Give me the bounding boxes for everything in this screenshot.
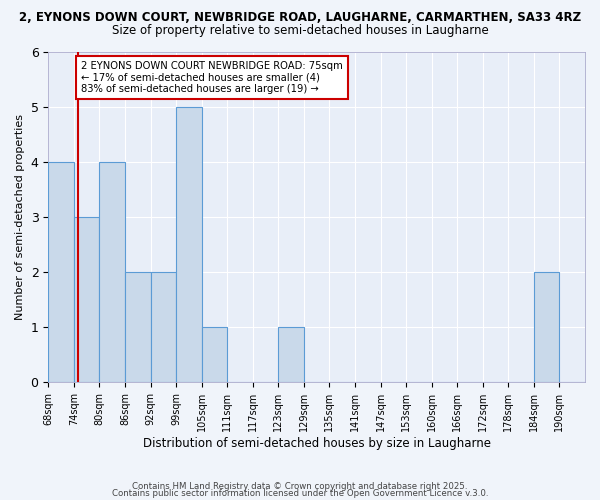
Bar	[202, 328, 227, 382]
Text: 2 EYNONS DOWN COURT NEWBRIDGE ROAD: 75sqm
← 17% of semi-detached houses are smal: 2 EYNONS DOWN COURT NEWBRIDGE ROAD: 75sq…	[81, 60, 343, 94]
Text: Size of property relative to semi-detached houses in Laugharne: Size of property relative to semi-detach…	[112, 24, 488, 37]
Text: Contains HM Land Registry data © Crown copyright and database right 2025.: Contains HM Land Registry data © Crown c…	[132, 482, 468, 491]
Bar	[278, 328, 304, 382]
Bar	[48, 162, 74, 382]
Text: 2, EYNONS DOWN COURT, NEWBRIDGE ROAD, LAUGHARNE, CARMARTHEN, SA33 4RZ: 2, EYNONS DOWN COURT, NEWBRIDGE ROAD, LA…	[19, 11, 581, 24]
Y-axis label: Number of semi-detached properties: Number of semi-detached properties	[15, 114, 25, 320]
Bar	[534, 272, 559, 382]
X-axis label: Distribution of semi-detached houses by size in Laugharne: Distribution of semi-detached houses by …	[143, 437, 491, 450]
Text: Contains public sector information licensed under the Open Government Licence v.: Contains public sector information licen…	[112, 488, 488, 498]
Bar	[176, 108, 202, 382]
Bar	[100, 162, 125, 382]
Bar	[74, 218, 100, 382]
Bar	[125, 272, 151, 382]
Bar	[151, 272, 176, 382]
